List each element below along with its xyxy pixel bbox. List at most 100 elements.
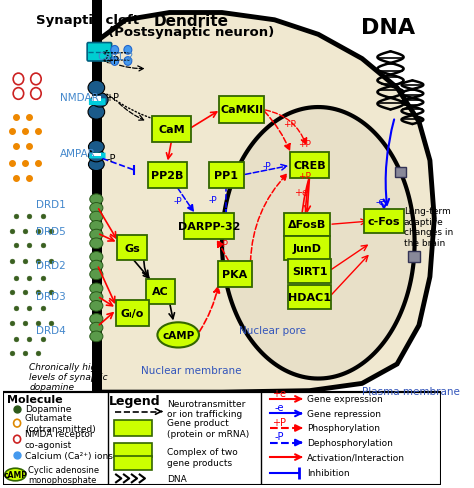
Text: DARPP-32: DARPP-32 bbox=[178, 222, 240, 231]
Circle shape bbox=[111, 58, 118, 66]
FancyBboxPatch shape bbox=[184, 213, 234, 240]
Text: NMDA receptor
co-agonist: NMDA receptor co-agonist bbox=[25, 429, 94, 449]
FancyBboxPatch shape bbox=[288, 286, 331, 309]
Text: -P: -P bbox=[274, 431, 283, 441]
Text: Long-term
adaptive
changes in
the brain: Long-term adaptive changes in the brain bbox=[404, 207, 453, 247]
Ellipse shape bbox=[88, 81, 105, 96]
Text: Phosphorylation: Phosphorylation bbox=[307, 424, 380, 432]
Text: DRD4: DRD4 bbox=[36, 325, 66, 335]
Text: cAMP: cAMP bbox=[3, 470, 27, 479]
Ellipse shape bbox=[90, 301, 103, 311]
Text: DRD1: DRD1 bbox=[36, 200, 66, 209]
Text: DRD2: DRD2 bbox=[36, 260, 66, 270]
Ellipse shape bbox=[90, 284, 103, 294]
Text: c-Fos: c-Fos bbox=[368, 217, 400, 226]
Text: PP1: PP1 bbox=[214, 171, 238, 181]
Text: Plasma membrane: Plasma membrane bbox=[362, 386, 460, 396]
Text: Legend: Legend bbox=[109, 394, 160, 407]
Text: +P: +P bbox=[298, 140, 311, 148]
Text: Inhibition: Inhibition bbox=[307, 468, 350, 477]
FancyBboxPatch shape bbox=[288, 260, 331, 283]
Text: Neurotransmitter
or ion trafficking: Neurotransmitter or ion trafficking bbox=[167, 399, 246, 418]
FancyBboxPatch shape bbox=[364, 210, 404, 233]
Text: CaMKII: CaMKII bbox=[220, 105, 263, 115]
Text: +P: +P bbox=[272, 417, 286, 427]
Text: -e: -e bbox=[376, 197, 385, 206]
Ellipse shape bbox=[90, 212, 103, 223]
Text: DRD3: DRD3 bbox=[36, 291, 66, 302]
Text: +P: +P bbox=[283, 120, 296, 129]
Text: Dopamine: Dopamine bbox=[25, 404, 72, 413]
FancyBboxPatch shape bbox=[152, 117, 191, 142]
FancyBboxPatch shape bbox=[87, 43, 112, 62]
Text: Glutamate
(cotransmitted): Glutamate (cotransmitted) bbox=[25, 414, 96, 433]
Circle shape bbox=[124, 58, 132, 66]
Text: JunD: JunD bbox=[292, 243, 321, 253]
Text: +e: +e bbox=[272, 387, 286, 398]
Text: +P: +P bbox=[105, 93, 118, 102]
FancyBboxPatch shape bbox=[3, 1, 97, 392]
Text: HDAC1: HDAC1 bbox=[288, 292, 331, 303]
Text: Dephosphorylation: Dephosphorylation bbox=[307, 438, 393, 447]
Text: Synaptic cleft: Synaptic cleft bbox=[36, 14, 139, 26]
Text: PKA: PKA bbox=[222, 270, 248, 280]
Text: -e: -e bbox=[274, 402, 283, 412]
FancyBboxPatch shape bbox=[114, 443, 152, 457]
Text: Gs: Gs bbox=[124, 243, 140, 253]
FancyBboxPatch shape bbox=[284, 214, 330, 237]
Ellipse shape bbox=[157, 323, 199, 348]
Text: CaM: CaM bbox=[158, 124, 185, 135]
Text: Nuclear pore: Nuclear pore bbox=[239, 325, 307, 336]
Text: +P: +P bbox=[298, 172, 311, 181]
Polygon shape bbox=[71, 14, 434, 392]
Ellipse shape bbox=[89, 159, 104, 171]
Ellipse shape bbox=[90, 261, 103, 271]
FancyBboxPatch shape bbox=[284, 237, 330, 260]
FancyBboxPatch shape bbox=[89, 153, 106, 159]
Text: Molecule: Molecule bbox=[7, 394, 62, 404]
FancyBboxPatch shape bbox=[147, 163, 187, 189]
Text: Dendrite: Dendrite bbox=[154, 14, 229, 28]
FancyBboxPatch shape bbox=[92, 1, 102, 392]
Ellipse shape bbox=[90, 314, 103, 325]
Text: -P: -P bbox=[209, 195, 218, 204]
Ellipse shape bbox=[90, 252, 103, 263]
Ellipse shape bbox=[89, 141, 104, 154]
Ellipse shape bbox=[91, 93, 108, 108]
Ellipse shape bbox=[90, 194, 103, 205]
Text: DNA: DNA bbox=[361, 19, 415, 38]
Text: DRD5: DRD5 bbox=[36, 226, 66, 236]
Text: Gene product
(protein or mRNA): Gene product (protein or mRNA) bbox=[167, 418, 249, 438]
Ellipse shape bbox=[90, 239, 103, 249]
Text: Chronically high
levels of synaptic
dopamine: Chronically high levels of synaptic dopa… bbox=[29, 362, 108, 391]
FancyBboxPatch shape bbox=[114, 456, 152, 470]
Text: DNA: DNA bbox=[167, 474, 187, 483]
FancyBboxPatch shape bbox=[116, 301, 149, 326]
Text: SIRT1: SIRT1 bbox=[292, 266, 327, 276]
Text: Cav1.2: Cav1.2 bbox=[97, 52, 134, 62]
FancyBboxPatch shape bbox=[409, 251, 420, 262]
Ellipse shape bbox=[90, 323, 103, 333]
Text: Calcium (Ca²⁺) ions: Calcium (Ca²⁺) ions bbox=[25, 451, 113, 460]
Ellipse shape bbox=[90, 221, 103, 232]
FancyBboxPatch shape bbox=[92, 97, 101, 102]
Text: +P: +P bbox=[105, 56, 118, 66]
FancyBboxPatch shape bbox=[118, 236, 147, 261]
Text: AMPAR: AMPAR bbox=[60, 149, 96, 159]
Text: -P: -P bbox=[262, 162, 271, 170]
Text: Gene expression: Gene expression bbox=[307, 395, 383, 404]
FancyBboxPatch shape bbox=[209, 163, 244, 189]
Text: CREB: CREB bbox=[293, 161, 326, 171]
Text: PP2B: PP2B bbox=[151, 171, 183, 181]
FancyBboxPatch shape bbox=[218, 262, 252, 288]
Text: Nuclear membrane: Nuclear membrane bbox=[141, 365, 242, 375]
Text: -P: -P bbox=[107, 154, 117, 164]
Text: (Postsynaptic neuron): (Postsynaptic neuron) bbox=[108, 25, 274, 39]
Ellipse shape bbox=[5, 468, 26, 481]
FancyBboxPatch shape bbox=[395, 167, 406, 178]
FancyBboxPatch shape bbox=[89, 99, 106, 106]
Ellipse shape bbox=[90, 269, 103, 280]
Ellipse shape bbox=[90, 203, 103, 214]
Circle shape bbox=[111, 46, 118, 55]
Ellipse shape bbox=[90, 331, 103, 342]
